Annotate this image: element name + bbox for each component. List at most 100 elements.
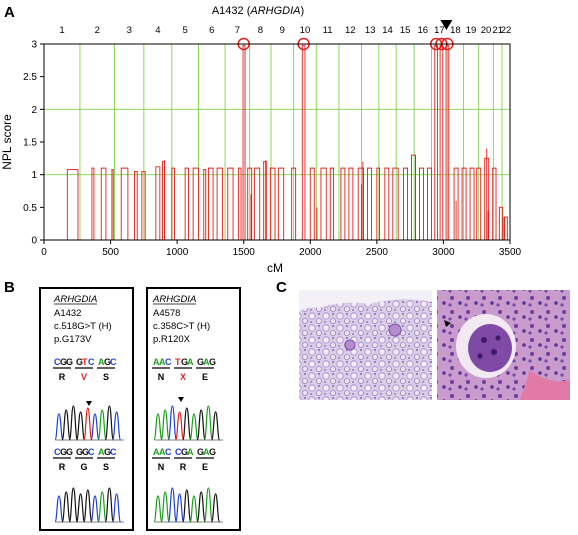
amino-acid-letter: S — [103, 462, 109, 472]
base-letter: A — [98, 357, 105, 367]
nucleus — [481, 337, 487, 343]
trace-peak — [203, 405, 213, 441]
npl-segment — [247, 167, 253, 240]
base-letter: A — [203, 447, 210, 457]
trace-peak — [90, 413, 100, 441]
npl-segment — [66, 168, 79, 240]
y-tick-label: 1 — [31, 170, 37, 181]
x-tick-label: 1000 — [166, 247, 189, 258]
base-letter: G — [60, 447, 67, 457]
base-letter: C — [54, 447, 61, 457]
panel-label-a: A — [4, 4, 15, 21]
chromosome-label: 15 — [400, 25, 411, 36]
trace-peak — [76, 411, 86, 441]
cdna-change: c.358C>T (H) — [153, 321, 210, 332]
box-frame — [146, 287, 241, 531]
x-tick-label: 1500 — [233, 247, 256, 258]
amino-acid-letter: X — [180, 372, 186, 382]
base-letter: A — [153, 447, 160, 457]
amino-acid-letter: S — [103, 372, 109, 382]
x-tick-label: 0 — [41, 247, 47, 258]
chromosome-marker-arrow — [440, 20, 453, 30]
npl-segment — [376, 167, 380, 240]
npl-segment — [309, 167, 315, 240]
npl-trace — [66, 44, 508, 240]
npl-segment — [227, 167, 234, 240]
npl-segment — [367, 167, 372, 240]
base-letter: T — [82, 357, 88, 367]
trace-peak — [97, 491, 107, 523]
trace-peak — [175, 493, 185, 523]
base-letter: G — [60, 357, 67, 367]
y-tick-label: 0.5 — [23, 203, 37, 214]
base-letter: C — [165, 447, 172, 457]
trace-peak — [160, 409, 170, 441]
nucleus — [495, 335, 501, 341]
trace-peak — [167, 487, 177, 523]
chromatogram-box-a4578: ARHGDIA A4578 c.358C>T (H) p.R120X A A CNT… — [146, 287, 241, 531]
amino-acid-letter: R — [180, 462, 187, 472]
npl-segment — [216, 167, 223, 240]
x-tick-label: 2000 — [299, 247, 322, 258]
sample-id: A4578 — [153, 308, 180, 319]
npl-segment — [348, 167, 354, 240]
npl-segment — [469, 167, 475, 240]
chromosome-label: 5 — [182, 25, 187, 36]
npl-segment — [427, 167, 432, 240]
base-letter: C — [165, 357, 172, 367]
chromosome-label: 20 — [481, 25, 492, 36]
base-letter: C — [110, 447, 117, 457]
base-letter: A — [159, 357, 166, 367]
normal-chromatogram — [153, 487, 223, 523]
y-tick-label: 2 — [31, 105, 37, 116]
trace-peak — [97, 409, 107, 441]
histology-high-magnification — [437, 290, 570, 400]
trace-peak — [203, 487, 213, 523]
chromosome-label: 16 — [418, 25, 429, 36]
base-letter: G — [104, 357, 111, 367]
npl-segment — [269, 167, 276, 240]
amino-acid-letter: E — [202, 462, 208, 472]
trace-peak — [54, 413, 64, 441]
chromosome-label: 19 — [466, 25, 477, 36]
base-letter: G — [181, 357, 188, 367]
npl-segment — [439, 44, 444, 240]
panel-label-b: B — [4, 279, 15, 296]
cdna-change: c.518G>T (H) — [54, 321, 112, 332]
base-letter: C — [110, 357, 117, 367]
amino-acid-letter: N — [158, 462, 165, 472]
trace-peak — [83, 407, 93, 441]
trace-peak — [167, 405, 177, 441]
tissue-edge — [299, 290, 432, 312]
trace-peak — [211, 411, 221, 441]
npl-segment — [291, 167, 297, 240]
npl-segment — [100, 167, 107, 240]
base-letter: A — [159, 447, 166, 457]
npl-segment — [340, 167, 346, 240]
chromosome-label: 11 — [323, 25, 333, 36]
kidney-histology-image — [299, 290, 432, 400]
mutant-chromatogram — [153, 405, 223, 441]
base-letter: G — [76, 447, 83, 457]
y-tick-label: 0 — [31, 236, 37, 247]
npl-segment — [237, 167, 242, 240]
trace-peak — [68, 405, 78, 441]
amino-acid-letter: R — [59, 372, 66, 382]
mutation-arrowhead — [86, 401, 92, 406]
trace-peak — [104, 487, 114, 523]
chromosome-label: 3 — [127, 25, 132, 36]
npl-segment — [434, 44, 438, 240]
x-tick-label: 500 — [102, 247, 119, 258]
chromosome-label: 9 — [280, 25, 285, 36]
panel-label-c: C — [276, 279, 287, 296]
base-letter: G — [104, 447, 111, 457]
base-letter: G — [181, 447, 188, 457]
npl-segment — [111, 168, 114, 240]
box-frame — [39, 287, 134, 531]
npl-segment — [277, 167, 285, 240]
npl-segment — [461, 167, 467, 240]
npl-segment — [403, 167, 408, 240]
amino-acid-letter: G — [80, 462, 87, 472]
x-axis-label: cM — [267, 261, 283, 275]
